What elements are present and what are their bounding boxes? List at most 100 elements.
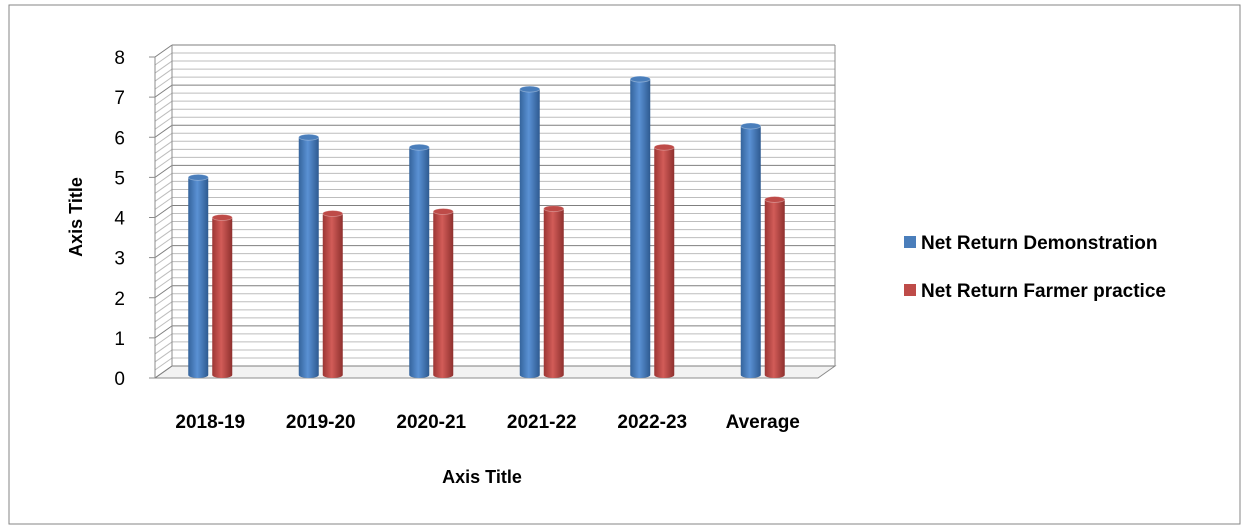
bar-body <box>322 213 343 378</box>
bar-farmer-practice-2018-19 <box>211 214 233 378</box>
x-tick-label: 2022-23 <box>617 412 687 433</box>
y-tick-label: 3 <box>114 249 125 270</box>
bar-top <box>322 210 344 217</box>
side-gridline <box>154 92 173 106</box>
bar-top <box>298 133 320 141</box>
legend: Net Return Demonstration Net Return Farme… <box>904 233 1166 302</box>
bar-demonstration-2022-23 <box>629 75 651 378</box>
side-gridline <box>154 341 173 355</box>
y-tick-label: 2 <box>114 289 125 310</box>
x-tick-label: Average <box>726 412 800 433</box>
bar-demonstration-Average <box>740 122 762 378</box>
bar-body <box>409 147 430 378</box>
side-gridline <box>154 181 173 194</box>
bar-top <box>653 143 675 151</box>
bar-top <box>519 85 541 93</box>
bar-top <box>187 173 209 181</box>
chart-floor <box>153 365 837 379</box>
side-gridline <box>154 237 173 251</box>
side-gridline <box>154 325 173 339</box>
bar-top <box>211 214 233 221</box>
legend-swatch <box>904 236 916 248</box>
bar-body <box>740 126 761 378</box>
side-gridline <box>154 116 173 130</box>
y-tick-label: 7 <box>114 88 125 109</box>
side-gridline <box>154 44 173 58</box>
x-axis-title: Axis Title <box>442 467 522 487</box>
side-gridline <box>154 140 173 154</box>
side-gridline <box>154 253 173 267</box>
legend-item: Net Return Farmer practice <box>904 281 1166 302</box>
x-tick-label: 2019-20 <box>286 412 356 433</box>
bar-body <box>543 208 564 378</box>
bar-top <box>408 143 430 151</box>
y-tick-label: 6 <box>114 128 125 149</box>
side-gridline <box>154 293 173 307</box>
bar-body <box>630 79 651 378</box>
side-gridline <box>154 124 173 138</box>
side-gridline <box>154 301 173 315</box>
side-gridline <box>154 317 173 331</box>
side-gridline <box>154 229 173 242</box>
bar-demonstration-2021-22 <box>519 85 541 378</box>
side-gridline <box>154 269 173 283</box>
y-tick-label: 0 <box>114 369 125 390</box>
side-gridline <box>154 52 173 66</box>
bar-body <box>433 211 454 378</box>
side-gridline <box>154 60 173 74</box>
bar-demonstration-2019-20 <box>298 133 320 378</box>
bar-farmer-practice-Average <box>764 196 786 378</box>
side-gridline <box>154 261 173 275</box>
bar-body <box>519 89 540 378</box>
axis-labels: 0 1 2 3 4 5 6 7 8 2018-19 2019-20 2020-21 2021-22 202… <box>114 48 799 433</box>
bar-top <box>740 122 762 130</box>
bar-top <box>629 75 651 83</box>
side-gridline <box>154 213 173 226</box>
bars <box>187 75 786 378</box>
side-gridline <box>154 68 173 82</box>
legend-swatch <box>904 284 916 296</box>
side-gridline <box>154 76 173 90</box>
y-tick-label: 1 <box>114 329 125 350</box>
y-tick-label: 8 <box>114 48 125 69</box>
bar-body <box>654 147 675 378</box>
x-tick-label: 2021-22 <box>507 412 577 433</box>
y-axis-title: Axis Title <box>66 177 86 257</box>
bar-body <box>764 199 785 378</box>
bar-top <box>543 205 565 213</box>
y-tick-label: 4 <box>114 209 125 230</box>
side-gridline <box>154 189 173 202</box>
side-gridline <box>154 309 173 323</box>
side-gridline <box>154 148 173 162</box>
x-tick-label: 2018-19 <box>175 412 245 433</box>
side-gridline <box>154 100 173 114</box>
side-gridline <box>154 221 173 234</box>
side-gridline <box>154 197 173 210</box>
side-gridline <box>154 132 173 146</box>
side-gridline <box>154 164 173 178</box>
bar-body <box>212 217 233 378</box>
bar-demonstration-2020-21 <box>408 143 430 378</box>
bar-demonstration-2018-19 <box>187 173 209 378</box>
side-gridline <box>154 205 173 218</box>
legend-item: Net Return Demonstration <box>904 233 1157 254</box>
side-gridline <box>154 84 173 98</box>
bar-farmer-practice-2020-21 <box>432 208 454 378</box>
side-gridline <box>154 156 173 170</box>
legend-label: Net Return Demonstration <box>921 233 1157 254</box>
side-gridline <box>154 108 173 122</box>
side-gridline <box>154 245 173 259</box>
side-gridline <box>154 285 173 299</box>
bar-body <box>188 177 209 378</box>
side-gridline <box>154 333 173 347</box>
bar-body <box>298 137 319 378</box>
legend-label: Net Return Farmer practice <box>921 281 1166 302</box>
side-gridline <box>154 365 173 379</box>
y-tick-label: 5 <box>114 168 125 189</box>
side-gridline <box>154 349 173 363</box>
bar-farmer-practice-2019-20 <box>322 210 344 378</box>
bar-top <box>764 196 786 203</box>
bar-farmer-practice-2021-22 <box>543 205 565 378</box>
